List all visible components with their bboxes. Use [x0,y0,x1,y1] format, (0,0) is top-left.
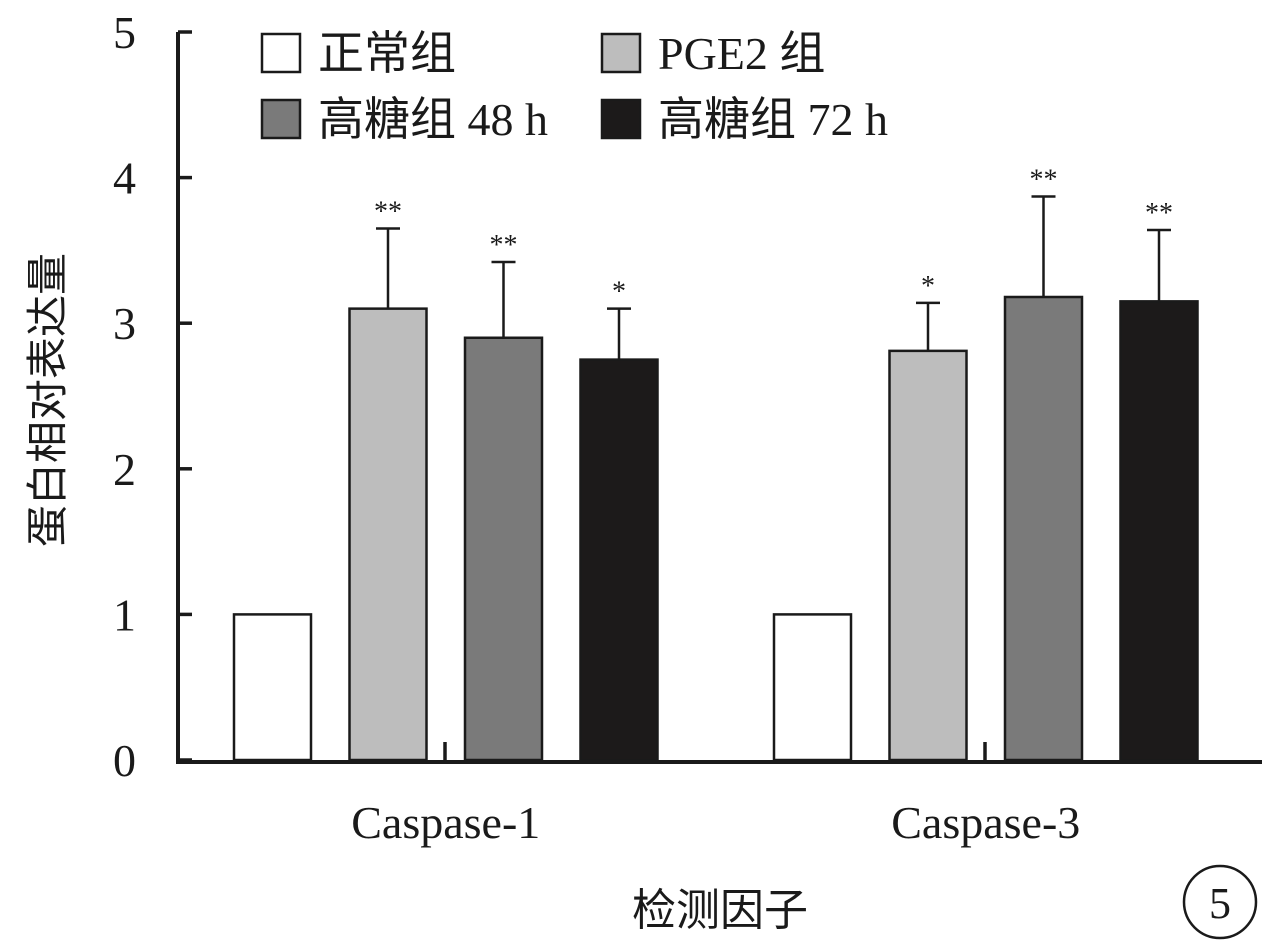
legend-swatch [260,98,302,140]
x-tick-label: Caspase-1 [351,797,540,848]
legend-label: 高糖组 72 h [658,94,888,145]
legend-label: 正常组 [318,28,456,79]
legend-label: 高糖组 48 h [318,94,548,145]
panel-label-text: 5 [1209,879,1231,928]
panel-label-circle [1182,864,1258,940]
y-axis-ticks: 0 1 2 3 4 5 [113,7,192,786]
significance-label: * [921,271,935,302]
x-axis-ticks: Caspase-1 Caspase-3 [351,742,1080,848]
y-tick-label: 1 [113,589,136,640]
bar [1119,300,1199,762]
significance-label: * [612,277,626,308]
y-tick-label: 2 [113,444,136,495]
bar [463,336,544,762]
bars-group [232,295,1199,762]
x-tick-label: Caspase-3 [891,797,1080,848]
y-tick-label: 0 [113,735,136,786]
x-axis-label: 检测因子 [632,886,808,935]
legend-swatch [260,32,302,74]
bar [232,613,313,762]
legend-swatch [600,98,642,140]
y-axis-label: 蛋白相对表达量 [26,253,72,547]
y-tick-label: 3 [113,298,136,349]
panel-label: 5 [1182,864,1258,940]
y-tick-label: 5 [113,7,136,58]
error-bars-group [376,195,1171,360]
y-tick-label: 4 [113,153,136,204]
significance-label: ** [1030,165,1058,196]
bar [888,349,968,762]
legend-swatch [600,32,642,74]
bar [772,613,853,762]
bar [579,358,659,762]
significance-label: ** [374,197,402,228]
significance-label: ** [490,230,518,261]
significance-label: ** [1145,198,1173,229]
significance-labels-group: ********** [374,165,1173,308]
legend-label: PGE2 组 [658,28,825,79]
bar [348,307,428,762]
bar [1003,295,1084,762]
